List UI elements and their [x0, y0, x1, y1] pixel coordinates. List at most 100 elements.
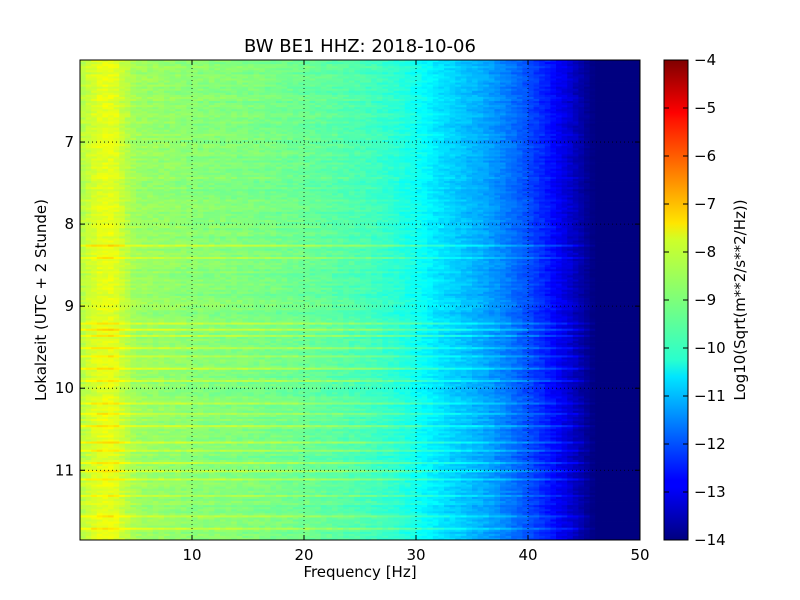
- heatmap-cell: [572, 76, 579, 79]
- heatmap-cell: [427, 68, 434, 71]
- heatmap-cell: [348, 107, 355, 110]
- heatmap-cell: [298, 68, 305, 71]
- heatmap-cell: [113, 88, 120, 92]
- heatmap-cell: [124, 78, 131, 81]
- heatmap-cell: [186, 88, 193, 92]
- heatmap-cell: [304, 113, 310, 116]
- heatmap-cell: [404, 74, 411, 77]
- heatmap-cell: [393, 109, 400, 112]
- heatmap-cell: [455, 88, 462, 92]
- heatmap-cell: [192, 60, 198, 63]
- heatmap-cell: [595, 84, 602, 88]
- heatmap-cell: [80, 84, 86, 88]
- heatmap-cell: [208, 98, 215, 102]
- heatmap-cell: [404, 115, 411, 118]
- heatmap-cell: [343, 92, 350, 96]
- heatmap-cell: [315, 72, 322, 75]
- heatmap-cell: [572, 82, 579, 86]
- heatmap-cell: [141, 109, 148, 112]
- heatmap-cell: [556, 107, 562, 110]
- heatmap-cell: [360, 109, 366, 112]
- heatmap-cell: [326, 78, 333, 81]
- heatmap-cell: [175, 62, 182, 65]
- heatmap-cell: [119, 101, 126, 104]
- heatmap-cell: [427, 80, 434, 83]
- heatmap-cell: [460, 86, 467, 90]
- heatmap-cell: [242, 72, 249, 75]
- heatmap-cell: [96, 66, 103, 69]
- heatmap-cell: [91, 88, 98, 92]
- heatmap-cell: [399, 92, 406, 96]
- heatmap-cell: [438, 111, 445, 114]
- heatmap-cell: [264, 107, 271, 110]
- heatmap-cell: [404, 70, 411, 73]
- heatmap-cell: [516, 84, 523, 88]
- heatmap-cell: [309, 70, 316, 73]
- heatmap-cell: [477, 60, 484, 63]
- heatmap-cell: [539, 70, 546, 73]
- heatmap-cell: [628, 80, 635, 83]
- heatmap-cell: [253, 88, 260, 92]
- heatmap-cell: [270, 72, 277, 75]
- heatmap-cell: [315, 60, 322, 63]
- heatmap-cell: [561, 105, 568, 108]
- heatmap-cell: [522, 64, 529, 67]
- heatmap-cell: [360, 88, 366, 92]
- heatmap-cell: [96, 78, 103, 81]
- heatmap-cell: [466, 68, 473, 71]
- heatmap-cell: [276, 101, 282, 104]
- heatmap-cell: [528, 98, 534, 102]
- heatmap-cell: [141, 62, 148, 65]
- heatmap-cell: [225, 117, 232, 120]
- heatmap-cell: [348, 88, 355, 92]
- heatmap-cell: [141, 80, 148, 83]
- heatmap-cell: [500, 107, 506, 110]
- heatmap-cell: [410, 62, 417, 65]
- heatmap-cell: [595, 109, 602, 112]
- heatmap-cell: [550, 60, 557, 63]
- heatmap-cell: [91, 84, 98, 88]
- heatmap-cell: [85, 66, 92, 69]
- heatmap-cell: [500, 88, 506, 92]
- heatmap-cell: [388, 90, 394, 94]
- heatmap-cell: [231, 68, 238, 71]
- heatmap-cell: [343, 74, 350, 77]
- heatmap-cell: [96, 109, 103, 112]
- heatmap-cell: [175, 105, 182, 108]
- heatmap-cell: [427, 88, 434, 92]
- heatmap-cell: [438, 76, 445, 79]
- heatmap-cell: [85, 115, 92, 118]
- heatmap-cell: [175, 64, 182, 67]
- heatmap-cell: [304, 62, 310, 65]
- heatmap-cell: [483, 98, 490, 102]
- heatmap-cell: [158, 72, 165, 75]
- heatmap-cell: [152, 101, 159, 104]
- heatmap-cell: [264, 70, 271, 73]
- heatmap-cell: [360, 78, 366, 81]
- heatmap-cell: [477, 101, 484, 104]
- heatmap-cell: [500, 66, 506, 69]
- heatmap-cell: [96, 98, 103, 102]
- heatmap-cell: [365, 101, 372, 104]
- heatmap-cell: [208, 84, 215, 88]
- heatmap-cell: [472, 94, 478, 98]
- heatmap-cell: [248, 78, 254, 81]
- heatmap-cell: [220, 96, 226, 100]
- heatmap-cell: [550, 105, 557, 108]
- heatmap-cell: [169, 117, 176, 120]
- heatmap-cell: [612, 76, 618, 79]
- heatmap-cell: [242, 96, 249, 100]
- heatmap-cell: [236, 109, 243, 112]
- heatmap-cell: [399, 64, 406, 67]
- heatmap-cell: [360, 68, 366, 71]
- heatmap-cell: [472, 103, 478, 106]
- heatmap-cell: [180, 96, 187, 100]
- heatmap-cell: [578, 74, 585, 77]
- heatmap-cell: [628, 72, 635, 75]
- heatmap-cell: [102, 101, 109, 104]
- heatmap-cell: [208, 80, 215, 83]
- heatmap-cell: [208, 76, 215, 79]
- heatmap-cell: [231, 96, 238, 100]
- heatmap-cell: [561, 66, 568, 69]
- heatmap-cell: [416, 82, 422, 86]
